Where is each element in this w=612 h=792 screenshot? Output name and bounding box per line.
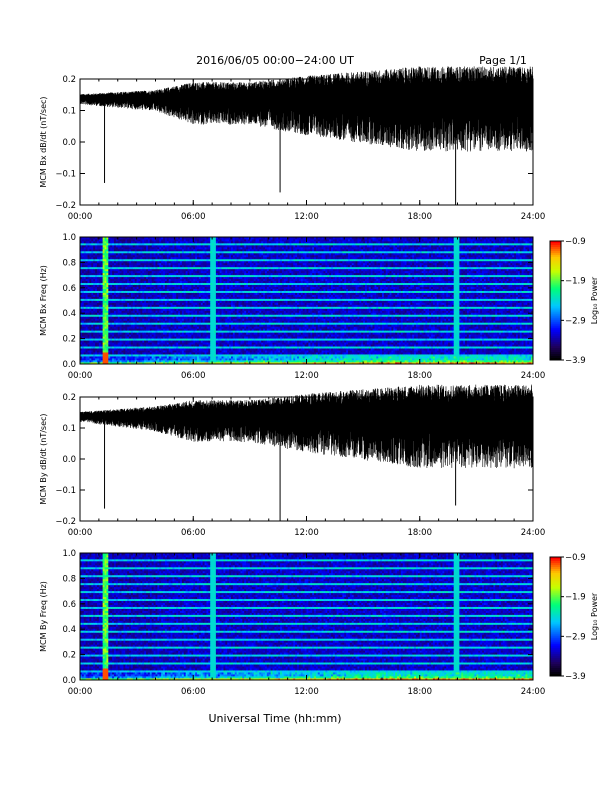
y-tick-label: 1.0 [62, 549, 76, 559]
spectrogram [80, 553, 533, 680]
x-tick-label: 18:00 [408, 528, 433, 538]
y-tick-label: 0.1 [62, 107, 76, 117]
y-axis-title: MCM Bx dB/dt (nT/sec) [39, 96, 48, 187]
y-tick-label: 0.2 [62, 75, 76, 85]
x-tick-label: 06:00 [181, 528, 206, 538]
page-label: Page 1/1 [479, 54, 527, 67]
y-tick-label: 1.0 [62, 233, 76, 243]
y-tick-label: 0.8 [62, 258, 76, 268]
x-axis-title: Universal Time (hh:mm) [209, 712, 342, 725]
colorbar-tick-label: −0.9 [565, 237, 586, 247]
x-tick-label: 12:00 [294, 528, 319, 538]
x-tick-label: 00:00 [68, 687, 93, 697]
y-tick-label: 0.6 [62, 600, 76, 610]
chart-title: 2016/06/05 00:00−24:00 UT [196, 54, 354, 67]
y-tick-label: −0.2 [55, 201, 76, 211]
x-tick-label: 24:00 [521, 687, 546, 697]
colorbar-tick-label: −1.9 [565, 277, 586, 287]
y-tick-label: 0.4 [62, 309, 76, 319]
panel-4: −0.9 −1.9 −2.9 −3.9 Log₁₀ Power 00:00 06:00 12:… [39, 549, 599, 697]
y-axis-title: MCM By dB/dt (nT/sec) [39, 413, 48, 504]
y-axis-title: MCM By Freq (Hz) [39, 581, 48, 652]
x-tick-label: 00:00 [68, 212, 93, 222]
y-tick-label: −0.1 [55, 486, 76, 496]
y-axis-title: MCM Bx Freq (Hz) [39, 265, 48, 336]
y-tick-label: 0.0 [62, 676, 76, 686]
colorbar [550, 557, 561, 677]
y-tick-label: −0.2 [55, 517, 76, 527]
colorbar-title: Log₁₀ Power [590, 592, 599, 640]
panel-2: −0.9 −1.9 −2.9 −3.9 Log₁₀ Power 00:00 06:00 12:… [39, 233, 599, 381]
x-tick-label: 00:00 [68, 528, 93, 538]
x-tick-label: 12:00 [294, 212, 319, 222]
x-tick-label: 12:00 [294, 371, 319, 381]
y-tick-label: 0.6 [62, 284, 76, 294]
colorbar-tick-label: −2.9 [565, 316, 586, 326]
y-tick-label: 0.2 [62, 651, 76, 661]
x-tick-label: 06:00 [181, 687, 206, 697]
x-tick-label: 18:00 [408, 687, 433, 697]
colorbar-title: Log₁₀ Power [590, 276, 599, 324]
spectrogram [80, 237, 533, 364]
x-tick-label: 06:00 [181, 371, 206, 381]
x-tick-label: 24:00 [521, 528, 546, 538]
y-tick-label: −0.1 [55, 170, 76, 180]
y-tick-label: 0.0 [62, 455, 76, 465]
colorbar [550, 241, 561, 361]
x-tick-label: 24:00 [521, 212, 546, 222]
panels: 00:00 06:00 12:00 18:00 24:00 0.2 0.1 0.0 −0.1 −0… [39, 66, 599, 697]
y-tick-label: 0.8 [62, 574, 76, 584]
colorbar-tick-label: −1.9 [565, 593, 586, 603]
x-tick-label: 18:00 [408, 371, 433, 381]
colorbar-tick-label: −2.9 [565, 632, 586, 642]
y-tick-label: 0.0 [62, 360, 76, 370]
x-tick-label: 18:00 [408, 212, 433, 222]
y-tick-label: 0.1 [62, 424, 76, 434]
y-tick-label: 0.2 [62, 393, 76, 403]
y-tick-label: 0.0 [62, 138, 76, 148]
y-tick-label: 0.2 [62, 335, 76, 345]
panel-3: 00:00 06:00 12:00 18:00 24:00 0.2 0.1 0.0 −0.1 −0… [39, 385, 545, 538]
x-tick-label: 12:00 [294, 687, 319, 697]
panel-1: 00:00 06:00 12:00 18:00 24:00 0.2 0.1 0.0 −0.1 −0… [39, 66, 545, 222]
x-tick-label: 24:00 [521, 371, 546, 381]
x-tick-label: 06:00 [181, 212, 206, 222]
colorbar-tick-label: −3.9 [565, 672, 586, 682]
colorbar-tick-label: −3.9 [565, 356, 586, 366]
colorbar-tick-label: −0.9 [565, 553, 586, 563]
x-tick-label: 00:00 [68, 371, 93, 381]
y-tick-label: 0.4 [62, 625, 76, 635]
